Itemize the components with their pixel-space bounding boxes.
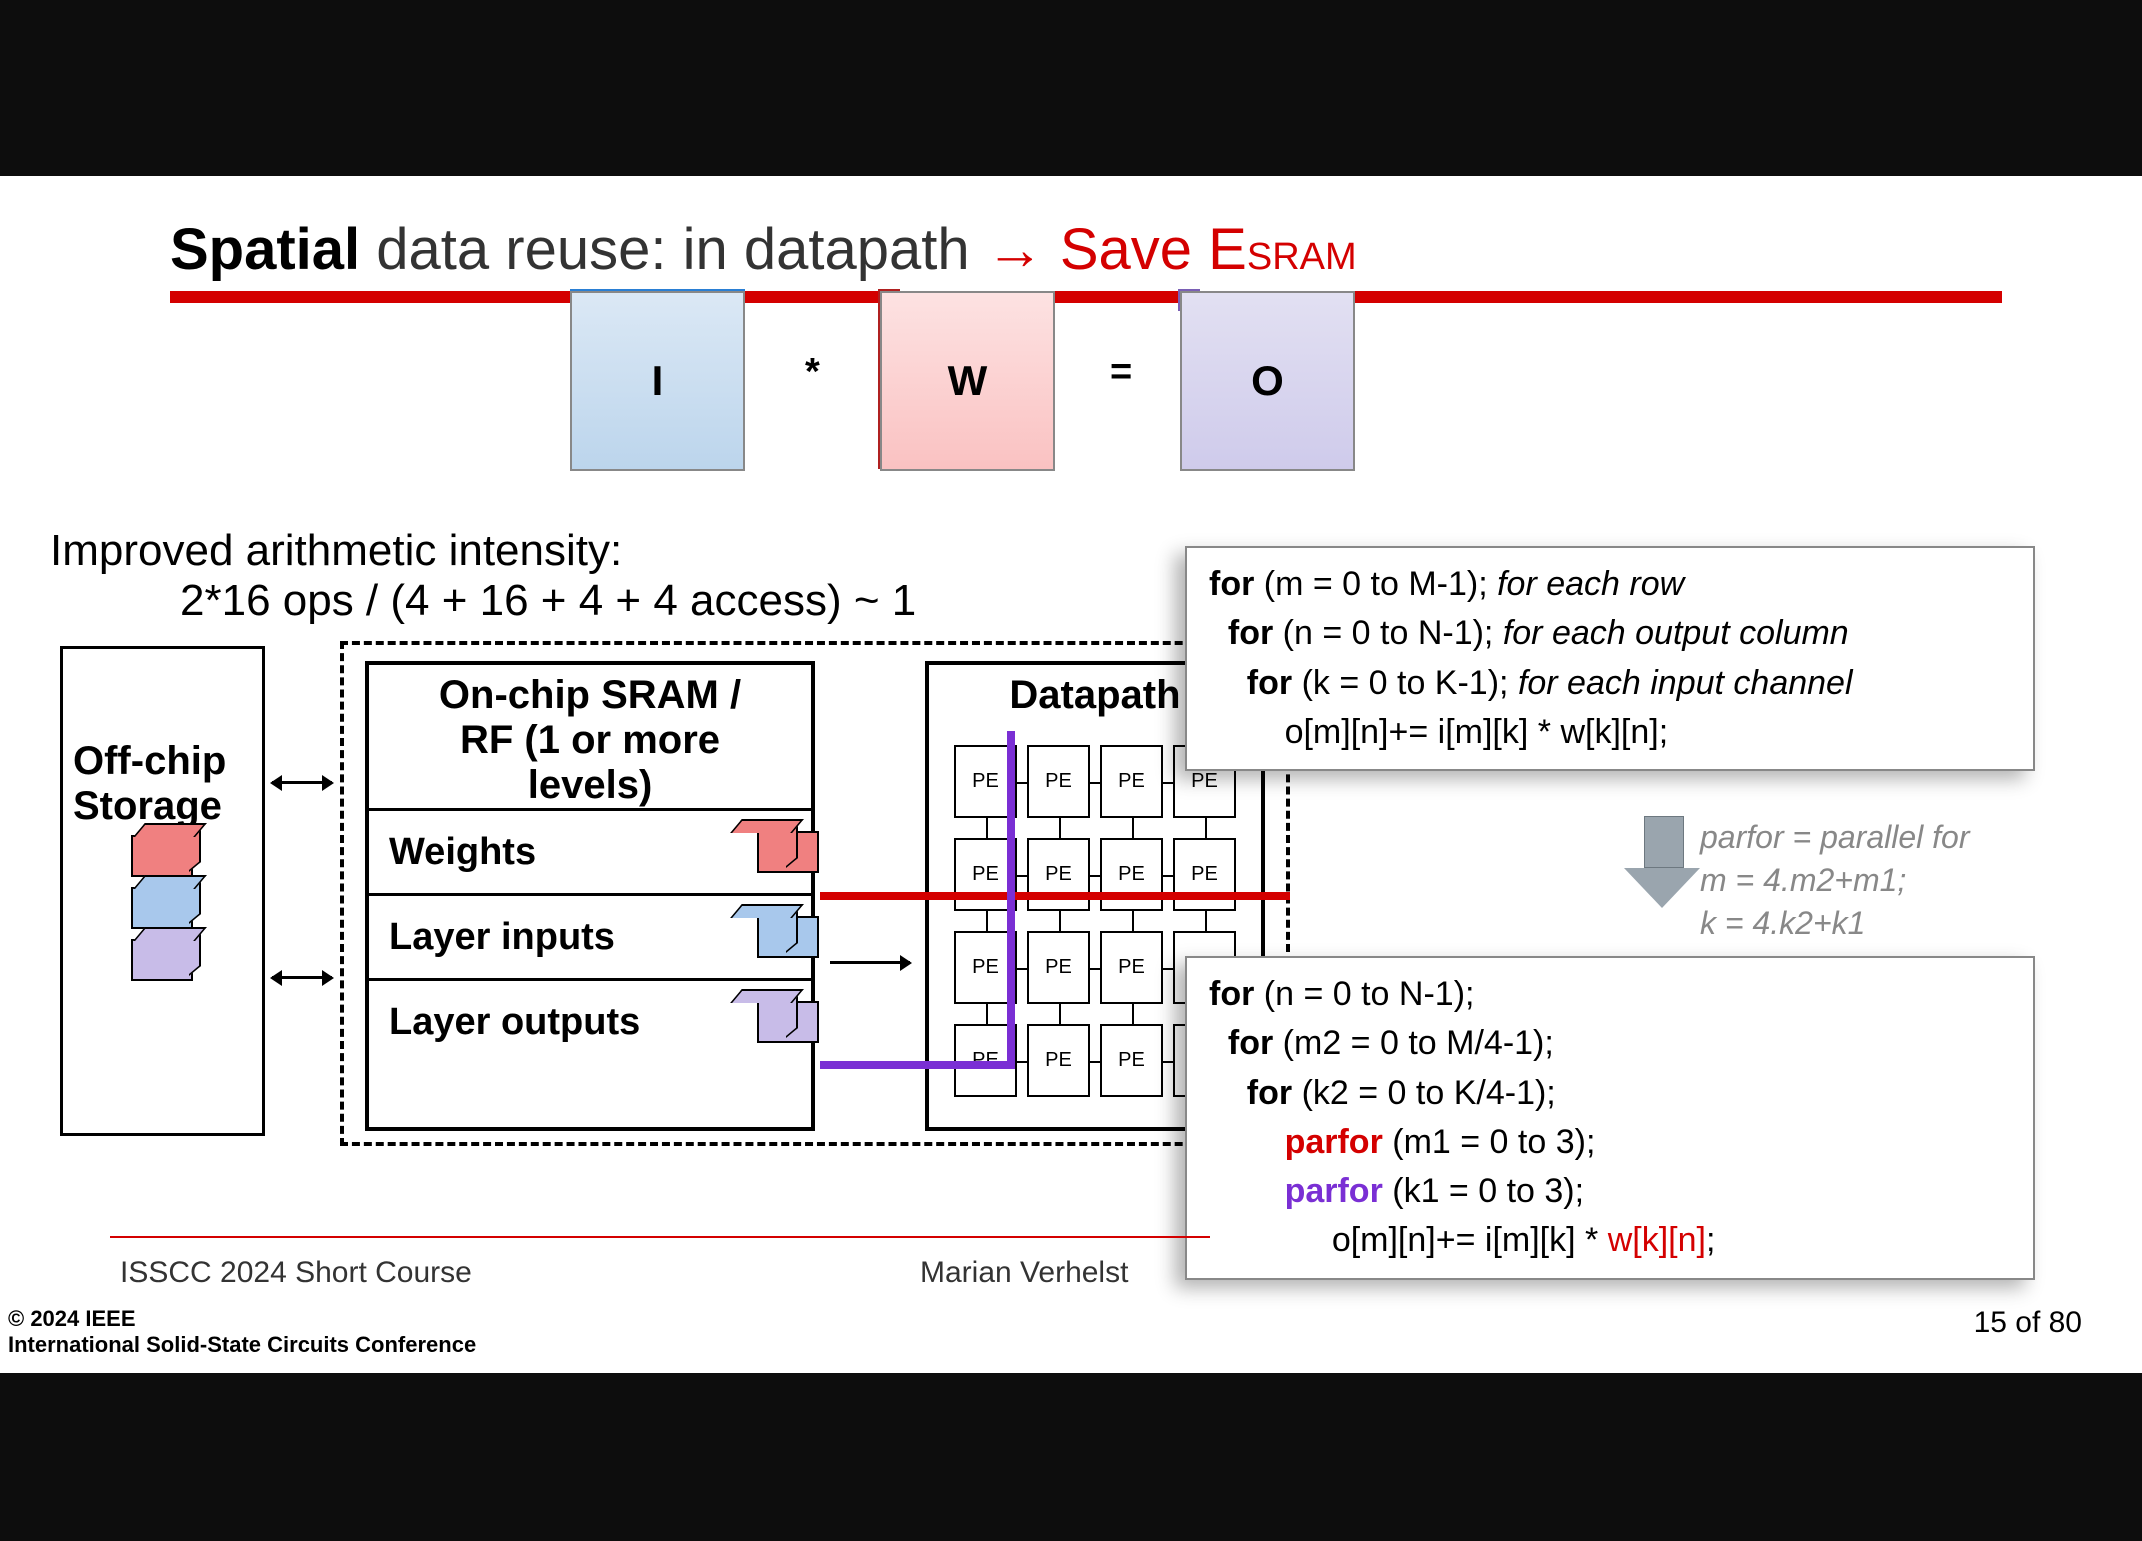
- slide: Spatial data reuse: in datapath → Save E…: [0, 176, 2142, 1373]
- cube-weights-icon: [131, 835, 189, 873]
- arnote-l1: parfor = parallel for: [1700, 816, 1969, 859]
- c2l3a: for: [1247, 1074, 1292, 1112]
- sram-r2-label: Layer inputs: [389, 916, 615, 959]
- sram-t1: On-chip SRAM /: [369, 673, 811, 718]
- sram-t2: RF (1 or more: [369, 718, 811, 763]
- c1l2c: for each output column: [1503, 614, 1849, 652]
- arnote-l2: m = 4.m2+m1;: [1700, 859, 1969, 902]
- matrix-i: I: [570, 291, 745, 471]
- arrow-sram-datapath: [830, 961, 910, 964]
- c2l6a: o[m][n]+= i[m][k] *: [1332, 1221, 1608, 1259]
- c1l4: o[m][n]+= i[m][k] * w[k][n];: [1285, 713, 1669, 751]
- c2l6c: ;: [1706, 1221, 1715, 1259]
- footer-rule: [110, 1236, 1210, 1238]
- arrow-offchip-sram-2: [272, 976, 332, 979]
- c1l3a: for: [1247, 664, 1292, 702]
- title-rest: data reuse: in datapath: [360, 217, 986, 282]
- sram-r1-label: Weights: [389, 831, 536, 874]
- copy2: International Solid-State Circuits Confe…: [8, 1332, 476, 1358]
- slide-title: Spatial data reuse: in datapath → Save E…: [170, 216, 1982, 283]
- c2l1a: for: [1209, 975, 1254, 1013]
- output-line-v: [1007, 731, 1015, 1069]
- page-number: 15 of 80: [1974, 1306, 2082, 1340]
- title-bold: Spatial: [170, 217, 360, 282]
- op-multiply: *: [805, 351, 820, 394]
- sram-r3-label: Layer outputs: [389, 1001, 640, 1044]
- c2l4b: (m1 = 0 to 3);: [1383, 1123, 1596, 1161]
- sram-row-outputs: Layer outputs: [369, 978, 811, 1063]
- pe-cell: PE: [1027, 745, 1090, 818]
- op-equals: =: [1110, 351, 1132, 394]
- cube-outputs-icon-2: [728, 1001, 786, 1039]
- code-box-parallel: for (n = 0 to N-1); for (m2 = 0 to M/4-1…: [1185, 956, 2035, 1280]
- title-sub: SRAM: [1247, 236, 1357, 278]
- matrix-equation: I * W = O: [170, 291, 1982, 481]
- sram-t3: levels): [369, 763, 811, 808]
- pe-cell: PE: [1100, 1024, 1163, 1097]
- cube-outputs-icon: [131, 939, 189, 977]
- pe-cell: PE: [1100, 931, 1163, 1004]
- c2l5a: parfor: [1285, 1172, 1383, 1210]
- transform-arrow-icon: [1640, 816, 1688, 906]
- transform-note: parfor = parallel for m = 4.m2+m1; k = 4…: [1700, 816, 1969, 946]
- pe-cell: PE: [1100, 838, 1163, 911]
- c1l3c: for each input channel: [1518, 664, 1853, 702]
- matrix-o: O: [1180, 291, 1355, 471]
- cube-weights-icon-2: [728, 831, 786, 869]
- footer-course: ISSCC 2024 Short Course: [120, 1256, 472, 1290]
- sram-row-inputs: Layer inputs: [369, 893, 811, 978]
- c2l6b: w[k][n]: [1608, 1221, 1706, 1259]
- arnote-l3: k = 4.k2+k1: [1700, 902, 1969, 945]
- c1l2a: for: [1228, 614, 1273, 652]
- offchip-l1: Off-chip: [73, 739, 252, 784]
- cube-inputs-icon: [131, 887, 189, 925]
- footer-author: Marian Verhelst: [920, 1256, 1128, 1290]
- c2l3b: (k2 = 0 to K/4-1);: [1292, 1074, 1556, 1112]
- c2l5b: (k1 = 0 to 3);: [1383, 1172, 1584, 1210]
- c2l4a: parfor: [1285, 1123, 1383, 1161]
- c2l1b: (n = 0 to N-1);: [1254, 975, 1474, 1013]
- weight-broadcast-line: [820, 892, 1290, 900]
- c2l2b: (m2 = 0 to M/4-1);: [1273, 1024, 1554, 1062]
- pe-cell: PE: [1027, 838, 1090, 911]
- c2l2a: for: [1228, 1024, 1273, 1062]
- c1l2b: (n = 0 to N-1);: [1273, 614, 1503, 652]
- copy1: © 2024 IEEE: [8, 1306, 476, 1332]
- arrow-offchip-sram-1: [272, 781, 332, 784]
- footer-copyright: © 2024 IEEE International Solid-State Ci…: [8, 1306, 476, 1358]
- c1l1b: (m = 0 to M-1);: [1254, 565, 1497, 603]
- c1l3b: (k = 0 to K-1);: [1292, 664, 1518, 702]
- c1l1a: for: [1209, 565, 1254, 603]
- output-line-h: [820, 1061, 1015, 1069]
- title-save: Save E: [1044, 217, 1247, 282]
- pe-cell: PE: [1027, 931, 1090, 1004]
- sram-box: On-chip SRAM / RF (1 or more levels) Wei…: [365, 661, 815, 1131]
- cube-inputs-icon-2: [728, 916, 786, 954]
- offchip-storage-box: Off-chip Storage: [60, 646, 265, 1136]
- sram-row-weights: Weights: [369, 808, 811, 893]
- pe-cell: PE: [1100, 745, 1163, 818]
- c1l1c: for each row: [1497, 565, 1684, 603]
- pe-cell: PE: [1173, 838, 1236, 911]
- title-arrow: →: [986, 217, 1044, 282]
- code-box-original: for (m = 0 to M-1); for each row for (n …: [1185, 546, 2035, 771]
- pe-cell: PE: [1027, 1024, 1090, 1097]
- matrix-w: W: [880, 291, 1055, 471]
